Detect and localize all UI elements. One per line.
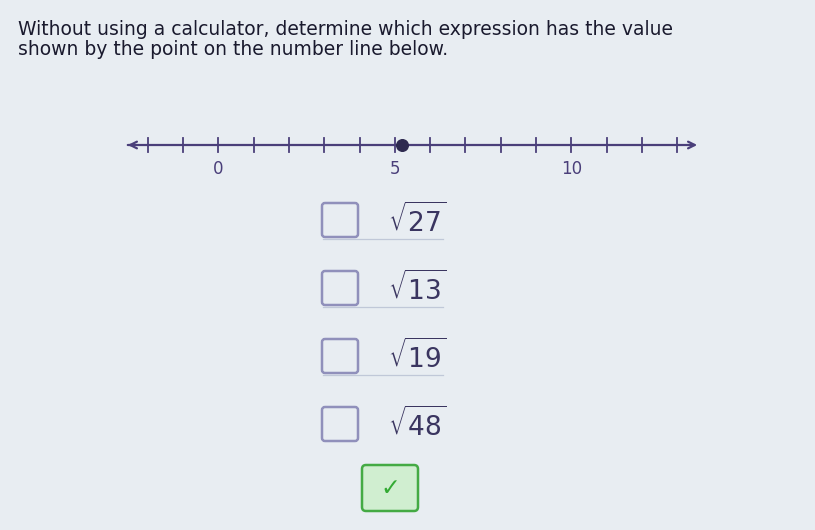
- FancyBboxPatch shape: [362, 465, 418, 511]
- Text: Without using a calculator, determine which expression has the value: Without using a calculator, determine wh…: [18, 20, 673, 39]
- Text: ✓: ✓: [380, 476, 400, 500]
- Text: $\sqrt{19}$: $\sqrt{19}$: [388, 339, 447, 373]
- Text: $\sqrt{13}$: $\sqrt{13}$: [388, 271, 447, 305]
- Text: 5: 5: [390, 160, 400, 178]
- Point: [395, 141, 408, 149]
- Text: $\sqrt{27}$: $\sqrt{27}$: [388, 202, 447, 237]
- Text: 10: 10: [561, 160, 582, 178]
- Text: 0: 0: [213, 160, 223, 178]
- Text: shown by the point on the number line below.: shown by the point on the number line be…: [18, 40, 448, 59]
- Text: $\sqrt{48}$: $\sqrt{48}$: [388, 407, 447, 441]
